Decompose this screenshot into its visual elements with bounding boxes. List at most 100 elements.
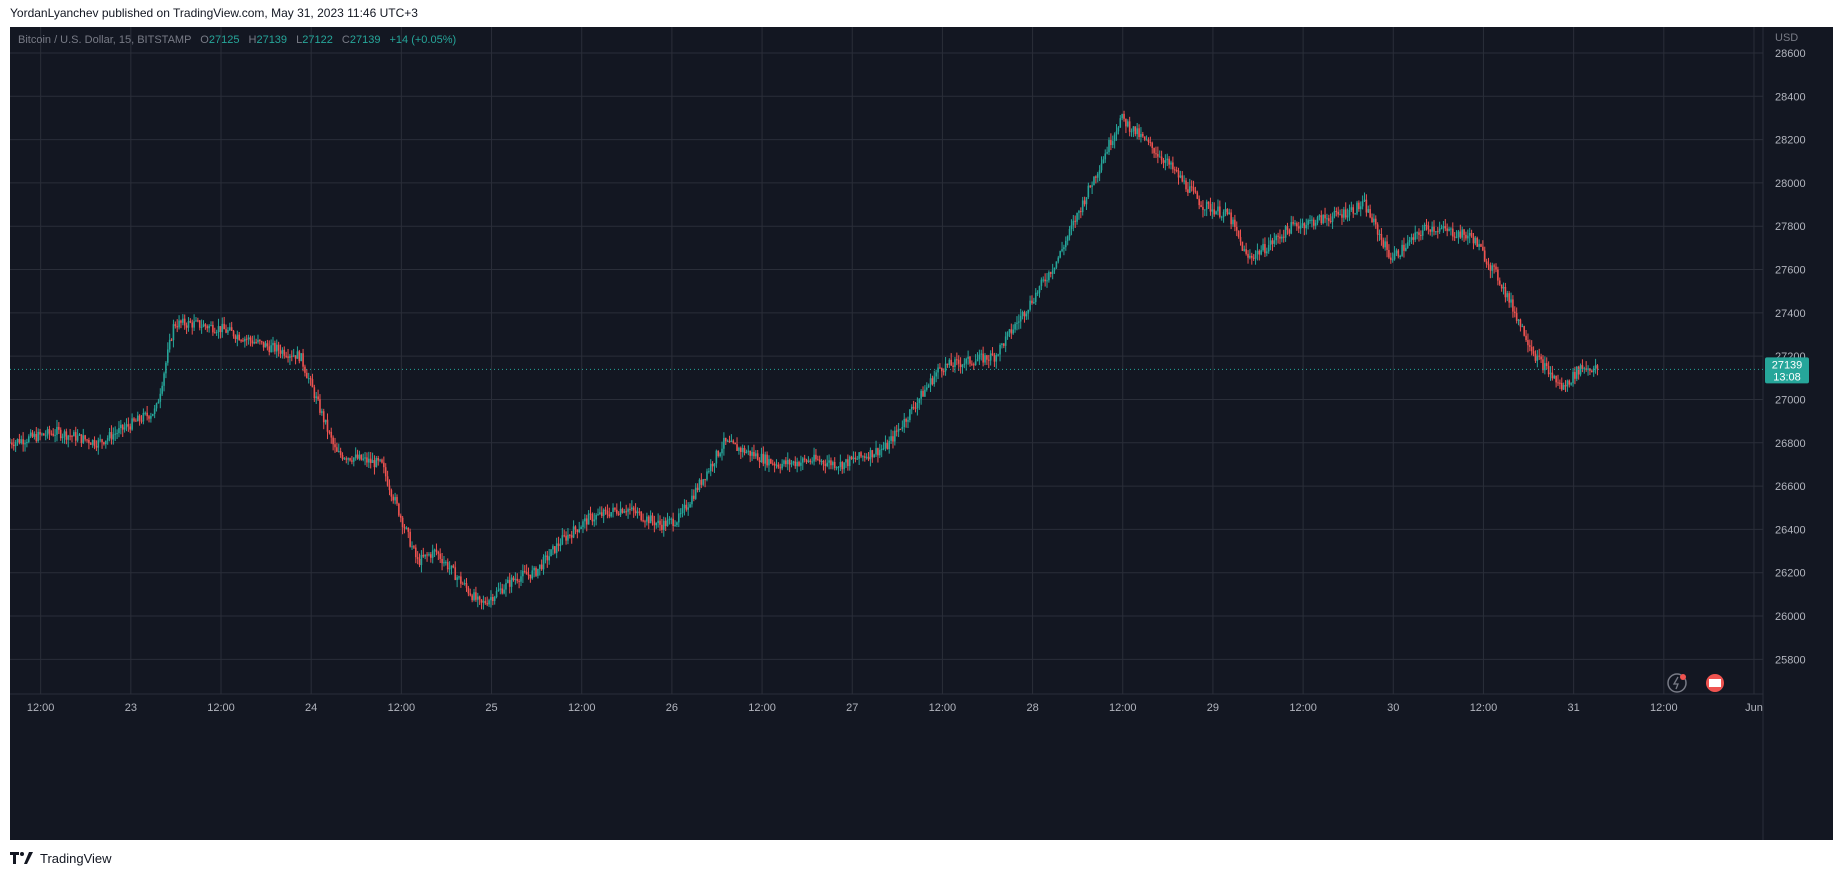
footer-brand[interactable]: TradingView	[10, 848, 112, 868]
candle-body	[1027, 309, 1030, 314]
candle-body	[1557, 382, 1559, 384]
candle-body	[589, 513, 592, 515]
candle-body	[662, 520, 665, 531]
candle-body	[512, 577, 515, 581]
candle-body	[961, 364, 964, 368]
candle-body	[638, 511, 641, 513]
candle-body	[238, 334, 240, 341]
candle-body	[56, 426, 58, 435]
candle-body	[972, 364, 975, 366]
candle-body	[245, 338, 248, 340]
candle-body	[616, 509, 618, 514]
candle-body	[1350, 207, 1353, 211]
candle-body	[495, 591, 498, 597]
candle-body	[285, 355, 287, 357]
candle-body	[315, 396, 318, 399]
candle-body	[1061, 249, 1063, 252]
candle-body	[1329, 220, 1332, 222]
candle-body	[1410, 237, 1413, 241]
candle-body	[1470, 232, 1473, 237]
candle-body	[332, 437, 334, 445]
candle-body	[1427, 225, 1430, 230]
candle-body	[809, 460, 812, 462]
candle-body	[1128, 121, 1131, 132]
candle-body	[135, 420, 137, 422]
candle-body	[1555, 375, 1557, 383]
candle-body	[631, 507, 633, 510]
candle-body	[522, 570, 524, 577]
candle-body	[1200, 205, 1202, 207]
candle-body	[728, 440, 731, 443]
candle-body	[1311, 219, 1313, 221]
candle-body	[497, 589, 500, 592]
candle-body	[1175, 169, 1178, 171]
candle-body	[709, 463, 712, 472]
candle-body	[1575, 366, 1578, 379]
candle-body	[1266, 251, 1268, 254]
candle-body	[1574, 371, 1576, 379]
candle-body	[811, 461, 813, 463]
candle-body	[399, 515, 402, 518]
candle-body	[584, 518, 586, 522]
candle-body	[490, 597, 492, 601]
chart-area[interactable]: USD 25800 26000 26200 26400 26600 26800 27000 27…	[10, 27, 1833, 840]
candle-body	[1226, 208, 1229, 215]
candle-body	[1367, 209, 1370, 213]
candle-body	[1267, 244, 1270, 252]
candle-body	[723, 437, 725, 449]
candle-body	[298, 351, 301, 362]
candle-body	[1374, 218, 1377, 225]
candle-body	[1070, 225, 1073, 229]
lightning-icon[interactable]	[1667, 673, 1687, 693]
time-tick-label: 12:00	[207, 702, 235, 714]
candle-body	[785, 460, 787, 465]
candle-body	[1215, 211, 1217, 215]
candle-body	[178, 320, 180, 328]
candle-body	[997, 354, 999, 356]
time-tick-label: 12:00	[568, 702, 596, 714]
time-tick-label: 30	[1387, 702, 1399, 714]
candle-body	[691, 495, 693, 505]
price-tick-label: 28000	[1775, 178, 1806, 190]
candle-body	[779, 467, 782, 469]
candle-body	[777, 464, 780, 468]
candle-body	[749, 450, 751, 456]
candle-body	[1337, 211, 1340, 215]
candle-body	[414, 547, 417, 558]
candle-body	[1207, 201, 1210, 204]
candle-body	[129, 426, 132, 430]
price-chart[interactable]: USD 25800 26000 26200 26400 26600 26800 27000 27…	[10, 27, 1833, 840]
candle-body	[1147, 139, 1150, 143]
candle-body	[1031, 300, 1033, 304]
candle-body	[687, 507, 689, 510]
candle-body	[266, 343, 269, 347]
candle-body	[756, 453, 759, 461]
candle-body	[435, 549, 438, 553]
candle-body	[1018, 321, 1020, 323]
candle-body	[608, 514, 611, 517]
candle-body	[446, 562, 449, 570]
high-value: 27139	[256, 34, 288, 46]
candle-body	[792, 461, 795, 463]
candle-body	[405, 527, 408, 529]
candle-body	[486, 603, 488, 605]
candle-body	[1401, 244, 1403, 256]
candle-body	[1117, 127, 1120, 132]
candle-body	[1025, 313, 1028, 317]
candle-body	[1450, 228, 1452, 230]
candle-body	[668, 518, 671, 520]
candle-body	[383, 462, 385, 468]
candle-body	[151, 413, 154, 416]
candle-body	[914, 407, 917, 409]
candle-body	[448, 568, 451, 570]
candle-body	[1532, 351, 1535, 354]
candle-body	[1549, 372, 1552, 375]
candle-body	[1399, 255, 1401, 257]
candle-body	[1491, 265, 1494, 271]
candle-body	[1034, 292, 1037, 303]
candle-body	[1100, 163, 1103, 171]
time-tick-label: 12:00	[929, 702, 957, 714]
candle-body	[187, 321, 190, 328]
candle-body	[1140, 133, 1142, 138]
candle-body	[430, 554, 432, 558]
